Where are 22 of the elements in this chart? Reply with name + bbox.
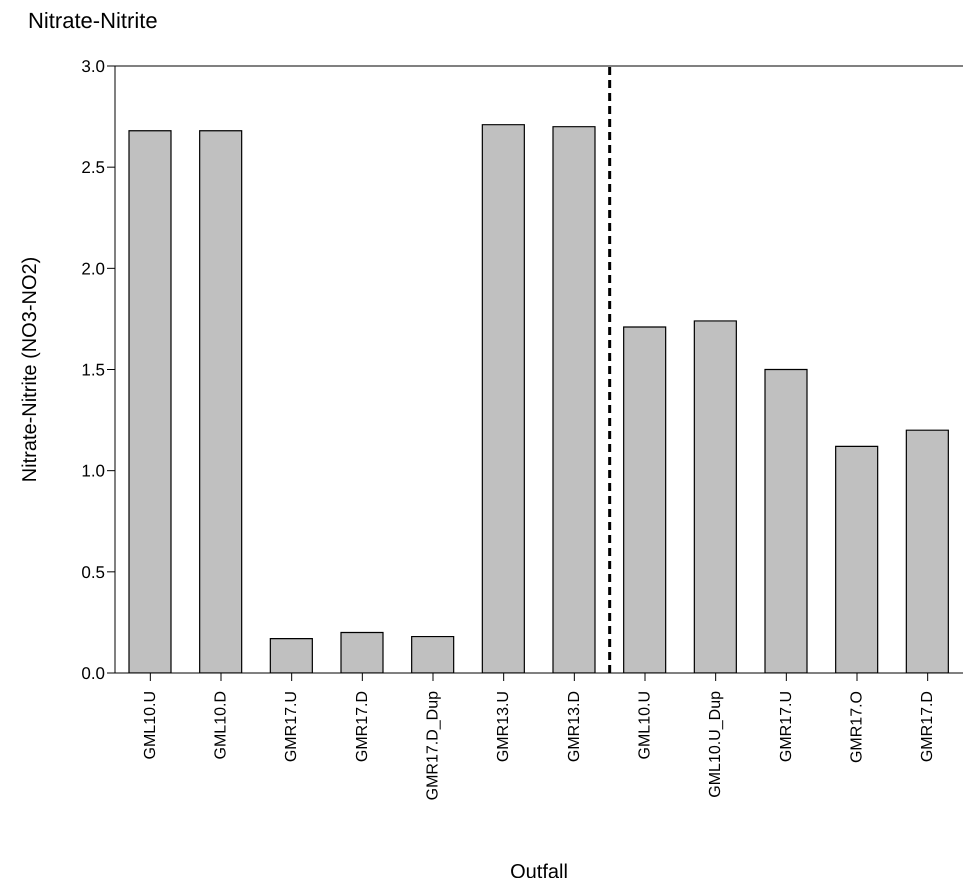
y-tick-label: 0.0 (81, 664, 105, 684)
y-tick-label: 1.5 (81, 360, 105, 380)
y-tick-label: 2.0 (81, 259, 105, 278)
y-tick-label: 1.0 (81, 462, 105, 481)
x-tick-label: GMR13.U (495, 691, 512, 762)
y-tick-label: 2.5 (81, 158, 105, 178)
y-axis-title: Nitrate-Nitrite (NO3-NO2) (19, 256, 41, 482)
x-axis-title: Outfall (510, 861, 568, 883)
x-tick-label: GMR17.D (919, 691, 936, 762)
x-tick-label: GML10.U (142, 691, 159, 760)
x-tick-label: GMR17.U (778, 691, 795, 762)
chart-title: Nitrate-Nitrite (28, 8, 158, 34)
x-tick-label: GMR17.U (283, 691, 300, 762)
x-tick-label: GMR17.D (354, 691, 371, 762)
x-tick-label: GML10.U_Dup (707, 690, 724, 798)
x-tick-label: GMR13.D (566, 691, 583, 762)
x-tick-label: GMR17.D_Dup (424, 690, 442, 800)
x-tick-label: GML10.U (636, 691, 654, 760)
y-tick-label: 3.0 (81, 57, 105, 76)
x-tick-label: GML10.D (212, 691, 230, 760)
x-tick-label: GMR17.O (848, 691, 866, 764)
y-tick-label: 0.5 (81, 562, 105, 582)
